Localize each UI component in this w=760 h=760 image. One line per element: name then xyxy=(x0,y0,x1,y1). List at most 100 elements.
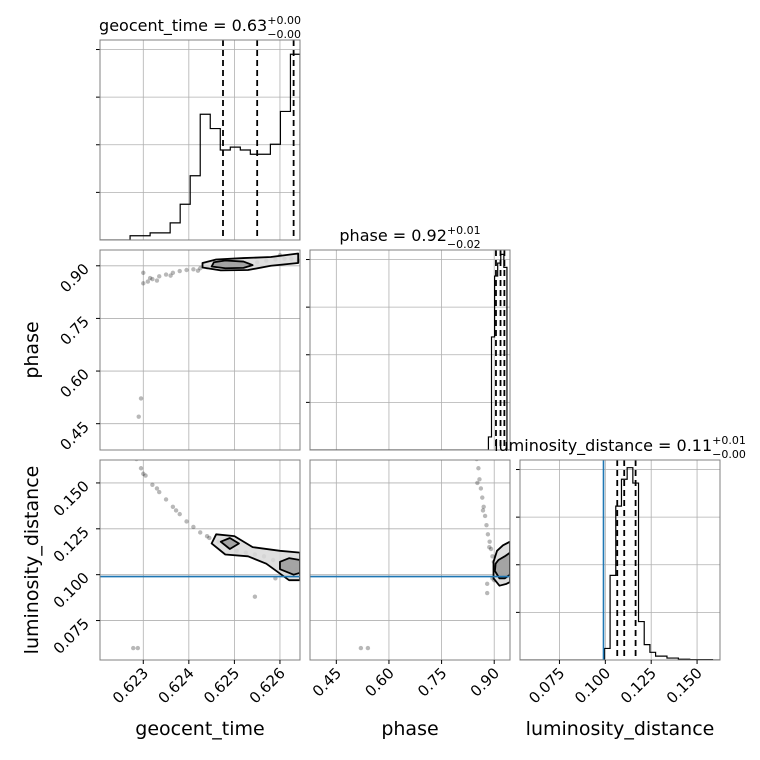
panel-geocent_time-vs-luminosity_distance-sample-3 xyxy=(150,482,155,487)
panel-geocent_time-vs-phase-sample-25 xyxy=(138,396,144,401)
panel-phase-vs-luminosity_distance-content xyxy=(358,460,510,651)
ytick-label-luminosity_distance-1: 0.100 xyxy=(50,569,93,612)
ytick-label-phase-1: 0.60 xyxy=(56,365,92,401)
panel-phase-vs-luminosity_distance-contour-1 xyxy=(494,551,510,580)
panel-geocent_time-vs-luminosity_distance-sample-9 xyxy=(191,524,196,530)
xtick-label-geocent_time-3: 0.626 xyxy=(246,664,289,707)
hist-geocent_time-frame xyxy=(99,39,301,241)
panel-geocent_time-vs-phase-sample-5 xyxy=(170,270,176,276)
panel-geocent_time-vs-phase-sample-24 xyxy=(195,268,201,273)
panel-geocent_time-vs-luminosity_distance-sample-11 xyxy=(207,535,212,541)
xtick-label-phase-3: 0.90 xyxy=(467,664,503,700)
xtick-label-geocent_time-0: 0.623 xyxy=(109,664,152,707)
panel-geocent_time-vs-phase-sample-8 xyxy=(191,267,196,272)
panel-geocent_time-vs-phase-sample-2 xyxy=(150,276,155,282)
xlabel-luminosity_distance: luminosity_distance xyxy=(526,718,715,740)
xlabel-phase: phase xyxy=(381,718,438,740)
title-main: geocent_time = 0.63 xyxy=(99,16,267,36)
title-main: luminosity_distance = 0.11 xyxy=(494,436,712,456)
panel-geocent_time-vs-luminosity_distance-contour-2 xyxy=(219,537,240,550)
panel-phase-vs-luminosity_distance-frame xyxy=(309,459,511,661)
panel-geocent_time-vs-phase-sample-23 xyxy=(168,273,173,278)
title-phase: phase = 0.92+0.01 xyxy=(339,224,480,245)
panel-geocent_time-vs-phase-sample-22 xyxy=(154,278,160,283)
xtick-label-phase-2: 0.75 xyxy=(414,664,450,700)
hist-luminosity_distance xyxy=(520,460,720,660)
panel-phase-vs-luminosity_distance-sample-2 xyxy=(477,477,482,482)
title-lower-error-phase: −0.02 xyxy=(447,238,481,251)
panel-geocent_time-vs-phase-sample-4 xyxy=(163,272,169,277)
panel-geocent_time-vs-luminosity_distance-sample-1 xyxy=(138,466,144,471)
panel-geocent_time-vs-luminosity_distance-frame xyxy=(99,459,301,661)
ylabel-phase: phase xyxy=(21,321,43,378)
title-upper-error: +0.01 xyxy=(712,434,746,447)
xlabel-geocent_time: geocent_time xyxy=(135,718,264,740)
panel-geocent_time-vs-luminosity_distance-contour-1 xyxy=(279,557,300,576)
panel-phase-vs-luminosity_distance-sample-23 xyxy=(480,508,486,513)
panel-phase-vs-luminosity_distance-sample-4 xyxy=(480,495,485,500)
ytick-label-phase-2: 0.75 xyxy=(56,313,92,349)
ytick-label-luminosity_distance-3: 0.150 xyxy=(50,477,93,520)
panel-geocent_time-vs-luminosity_distance xyxy=(100,460,300,660)
panel-phase-vs-luminosity_distance-sample-0 xyxy=(474,460,479,462)
hist-geocent_time-steps xyxy=(100,53,300,240)
hist-phase-steps xyxy=(310,253,510,450)
panel-geocent_time-vs-luminosity_distance-sample-10 xyxy=(198,530,203,535)
title-main: phase = 0.92 xyxy=(339,226,446,245)
panel-geocent_time-vs-luminosity_distance-sample-28 xyxy=(135,645,141,651)
panel-geocent_time-vs-phase-sample-9 xyxy=(198,266,203,271)
title-lower-error-luminosity_distance: −0.00 xyxy=(712,448,746,461)
panel-geocent_time-vs-phase-contour-1 xyxy=(210,259,254,270)
panel-geocent_time-vs-luminosity_distance-sample-5 xyxy=(163,497,169,502)
title-upper-error: +0.01 xyxy=(447,224,481,237)
panel-phase-vs-luminosity_distance-sample-26 xyxy=(365,645,371,651)
panel-phase-vs-luminosity_distance-sample-22 xyxy=(475,480,480,486)
panel-phase-vs-luminosity_distance-sample-5 xyxy=(481,504,486,509)
panel-geocent_time-vs-luminosity_distance-sample-4 xyxy=(157,489,162,495)
panel-geocent_time-vs-luminosity_distance-sample-0 xyxy=(134,460,139,462)
panel-geocent_time-vs-luminosity_distance-sample-2 xyxy=(143,473,148,478)
title-upper-error: +0.00 xyxy=(267,14,301,27)
panel-geocent_time-vs-phase-sample-7 xyxy=(184,267,189,273)
panel-geocent_time-vs-phase-sample-6 xyxy=(177,268,182,274)
panel-geocent_time-vs-luminosity_distance-sample-27 xyxy=(131,645,136,651)
panel-geocent_time-vs-phase-sample-1 xyxy=(145,279,151,284)
panel-geocent_time-vs-phase-content xyxy=(136,252,300,419)
xtick-label-luminosity_distance-3: 0.150 xyxy=(663,664,706,707)
panel-phase-vs-luminosity_distance-sample-11 xyxy=(490,554,495,559)
hist-phase xyxy=(310,250,510,450)
panel-geocent_time-vs-phase xyxy=(100,250,300,450)
panel-phase-vs-luminosity_distance-sample-20 xyxy=(484,581,490,587)
xtick-label-luminosity_distance-1: 0.100 xyxy=(571,664,614,707)
xtick-label-phase-0: 0.45 xyxy=(309,664,345,700)
panel-phase-vs-luminosity_distance-sample-10 xyxy=(488,546,494,552)
panel-phase-vs-luminosity_distance-sample-25 xyxy=(358,645,364,651)
panel-geocent_time-vs-luminosity_distance-sample-23 xyxy=(154,486,160,491)
hist-geocent_time xyxy=(100,40,300,240)
panel-geocent_time-vs-luminosity_distance-content xyxy=(131,460,300,651)
ytick-label-luminosity_distance-0: 0.075 xyxy=(50,615,93,658)
panel-phase-vs-luminosity_distance-sample-1 xyxy=(476,466,481,471)
panel-phase-vs-luminosity_distance-sample-6 xyxy=(482,513,488,519)
panel-geocent_time-vs-luminosity_distance-sample-8 xyxy=(184,519,189,524)
panel-geocent_time-vs-luminosity_distance-sample-29 xyxy=(204,533,210,539)
ytick-label-luminosity_distance-2: 0.125 xyxy=(50,523,93,566)
panel-geocent_time-vs-phase-sample-0 xyxy=(141,281,146,286)
panel-phase-vs-luminosity_distance-sample-3 xyxy=(478,486,484,491)
panel-phase-vs-luminosity_distance-sample-8 xyxy=(485,532,491,537)
panel-phase-vs-luminosity_distance-sample-9 xyxy=(487,539,492,544)
title-luminosity_distance: luminosity_distance = 0.11+0.01 xyxy=(494,434,746,456)
title-lower-error-geocent_time: −0.00 xyxy=(267,28,301,41)
panel-geocent_time-vs-luminosity_distance-sample-22 xyxy=(141,471,146,476)
panel-geocent_time-vs-phase-frame xyxy=(99,249,301,451)
xtick-label-luminosity_distance-0: 0.075 xyxy=(525,664,568,707)
xtick-label-phase-1: 0.60 xyxy=(361,664,397,700)
panel-geocent_time-vs-phase-sample-27 xyxy=(141,270,146,276)
panel-geocent_time-vs-luminosity_distance-sample-6 xyxy=(170,504,176,509)
panel-geocent_time-vs-phase-sample-26 xyxy=(136,414,141,419)
hist-luminosity_distance-steps xyxy=(520,467,720,660)
panel-geocent_time-vs-luminosity_distance-sample-7 xyxy=(177,511,182,517)
xtick-label-geocent_time-2: 0.625 xyxy=(200,664,243,707)
hist-luminosity_distance-frame xyxy=(519,459,721,661)
